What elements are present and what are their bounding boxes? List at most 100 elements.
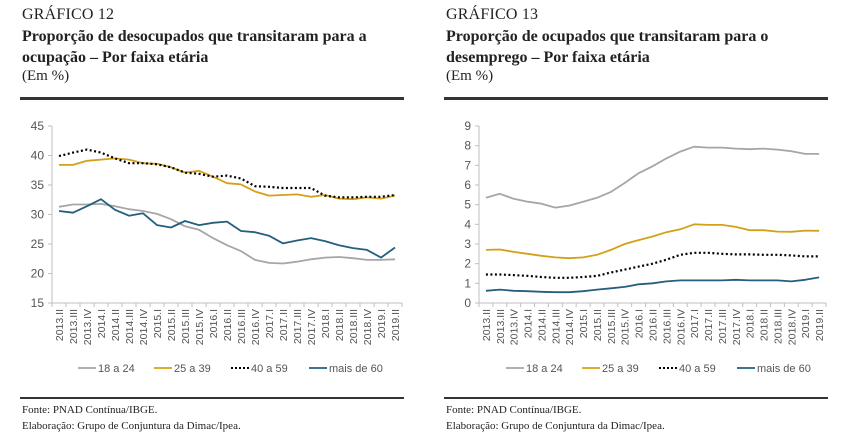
y-tick-label: 35 [31, 178, 45, 192]
series-line-mais-de-60 [58, 198, 396, 259]
x-tick-label: 2016.IV [250, 309, 262, 345]
chart-panel-12: GRÁFICO 12 Proporção de desocupados que … [20, 0, 420, 443]
x-tick-label: 2017.IV [306, 309, 318, 345]
y-tick-label: 3 [464, 237, 471, 251]
legend-label: 25 a 39 [602, 363, 639, 375]
x-tick-label: 2017.I [264, 309, 276, 338]
chart-label: GRÁFICO 13 [446, 6, 539, 23]
x-tick-label: 2015.IV [620, 309, 632, 345]
series-line-18-a-24 [485, 145, 820, 209]
elaboration-note: Elaboração: Grupo de Conjuntura da Dimac… [22, 420, 241, 432]
chart-panel-13: GRÁFICO 13 Proporção de ocupados que tra… [444, 0, 844, 443]
x-tick-label: 2017.IV [731, 309, 743, 345]
x-tick-label: 2018.IV [786, 309, 798, 345]
series-line-18-a-24 [58, 203, 396, 265]
footer-divider [20, 397, 404, 399]
x-tick-label: 2013.II [54, 309, 66, 341]
series-line-mais-de-60 [485, 276, 820, 294]
legend-label: 18 a 24 [526, 363, 563, 375]
x-tick-label: 2014.III [124, 309, 136, 344]
chart-unit: (Em %) [22, 68, 70, 84]
x-tick-label: 2017.I [689, 309, 701, 338]
x-tick-label: 2013.III [68, 309, 80, 344]
header-divider [444, 97, 828, 100]
legend-label: mais de 60 [757, 363, 811, 375]
y-tick-label: 1 [464, 276, 471, 290]
x-tick-label: 2016.I [208, 309, 220, 338]
x-tick-label: 2018.III [348, 309, 360, 344]
x-tick-label: 2014.II [110, 309, 122, 341]
y-tick-label: 45 [31, 119, 45, 133]
x-tick-label: 2017.III [292, 309, 304, 344]
series-line-25-a-39 [485, 223, 820, 260]
y-tick-label: 4 [464, 217, 471, 231]
y-tick-label: 15 [31, 296, 45, 310]
x-tick-label: 2013.II [481, 309, 493, 341]
chart-footer: Fonte: PNAD Contínua/IBGE. Elaboração: G… [22, 402, 241, 434]
x-tick-label: 2016.III [236, 309, 248, 344]
x-tick-label: 2019.II [390, 309, 402, 341]
x-tick-label: 2017.II [703, 309, 715, 341]
y-tick-label: 5 [464, 198, 471, 212]
legend-label: 40 a 59 [251, 363, 288, 375]
source-note: Fonte: PNAD Contínua/IBGE. [446, 404, 582, 416]
x-tick-label: 2014.I [523, 309, 535, 338]
x-tick-label: 2015.III [180, 309, 192, 344]
legend-label: 18 a 24 [98, 363, 135, 375]
x-tick-label: 2015.II [166, 309, 178, 341]
x-tick-label: 2014.IV [138, 309, 150, 345]
y-tick-label: 7 [464, 158, 471, 172]
y-tick-label: 2 [464, 257, 471, 271]
legend-label: 40 a 59 [679, 363, 716, 375]
x-tick-label: 2015.I [578, 309, 590, 338]
x-tick-label: 2015.IV [194, 309, 206, 345]
x-tick-label: 2014.IV [564, 309, 576, 345]
source-note: Fonte: PNAD Contínua/IBGE. [22, 404, 158, 416]
x-tick-label: 2016.II [222, 309, 234, 341]
x-tick-label: 2019.I [376, 309, 388, 338]
x-tick-label: 2015.I [152, 309, 164, 338]
x-tick-label: 2018.III [772, 309, 784, 344]
series-line-40-a-59 [58, 148, 396, 199]
x-tick-label: 2018.I [745, 309, 757, 338]
x-tick-label: 2018.II [334, 309, 346, 341]
x-tick-label: 2016.I [634, 309, 646, 338]
x-tick-label: 2016.IV [675, 309, 687, 345]
x-tick-label: 2017.II [278, 309, 290, 341]
x-tick-label: 2015.III [606, 309, 618, 344]
chart-title: Proporção de desocupados que transitaram… [22, 28, 367, 66]
y-tick-label: 6 [464, 178, 471, 192]
y-tick-label: 40 [31, 149, 45, 163]
elaboration-note: Elaboração: Grupo de Conjuntura da Dimac… [446, 420, 665, 432]
x-tick-label: 2016.II [648, 309, 660, 341]
x-tick-label: 2016.III [661, 309, 673, 344]
y-tick-label: 25 [31, 237, 45, 251]
series-line-40-a-59 [485, 251, 820, 279]
x-tick-label: 2013.III [495, 309, 507, 344]
x-tick-label: 2018.IV [362, 309, 374, 345]
y-tick-label: 30 [31, 208, 45, 222]
x-tick-label: 2018.II [759, 309, 771, 341]
footer-divider [444, 397, 828, 399]
chart-label: GRÁFICO 12 [22, 6, 115, 23]
x-tick-label: 2014.I [96, 309, 108, 338]
chart-unit: (Em %) [446, 68, 494, 84]
y-tick-label: 20 [31, 267, 45, 281]
x-tick-label: 2019.II [814, 309, 826, 341]
legend-label: mais de 60 [329, 363, 383, 375]
x-tick-label: 2015.II [592, 309, 604, 341]
x-tick-label: 2013.IV [509, 309, 521, 345]
header-divider [20, 97, 404, 100]
x-tick-label: 2013.IV [82, 309, 94, 345]
x-tick-label: 2017.III [717, 309, 729, 344]
x-tick-label: 2014.III [550, 309, 562, 344]
x-tick-label: 2014.II [536, 309, 548, 341]
x-tick-label: 2018.I [320, 309, 332, 338]
chart-footer: Fonte: PNAD Contínua/IBGE. Elaboração: G… [446, 402, 665, 434]
legend-label: 25 a 39 [174, 363, 211, 375]
y-tick-label: 9 [464, 119, 471, 133]
x-tick-label: 2019.I [800, 309, 812, 338]
y-tick-label: 8 [464, 139, 471, 153]
